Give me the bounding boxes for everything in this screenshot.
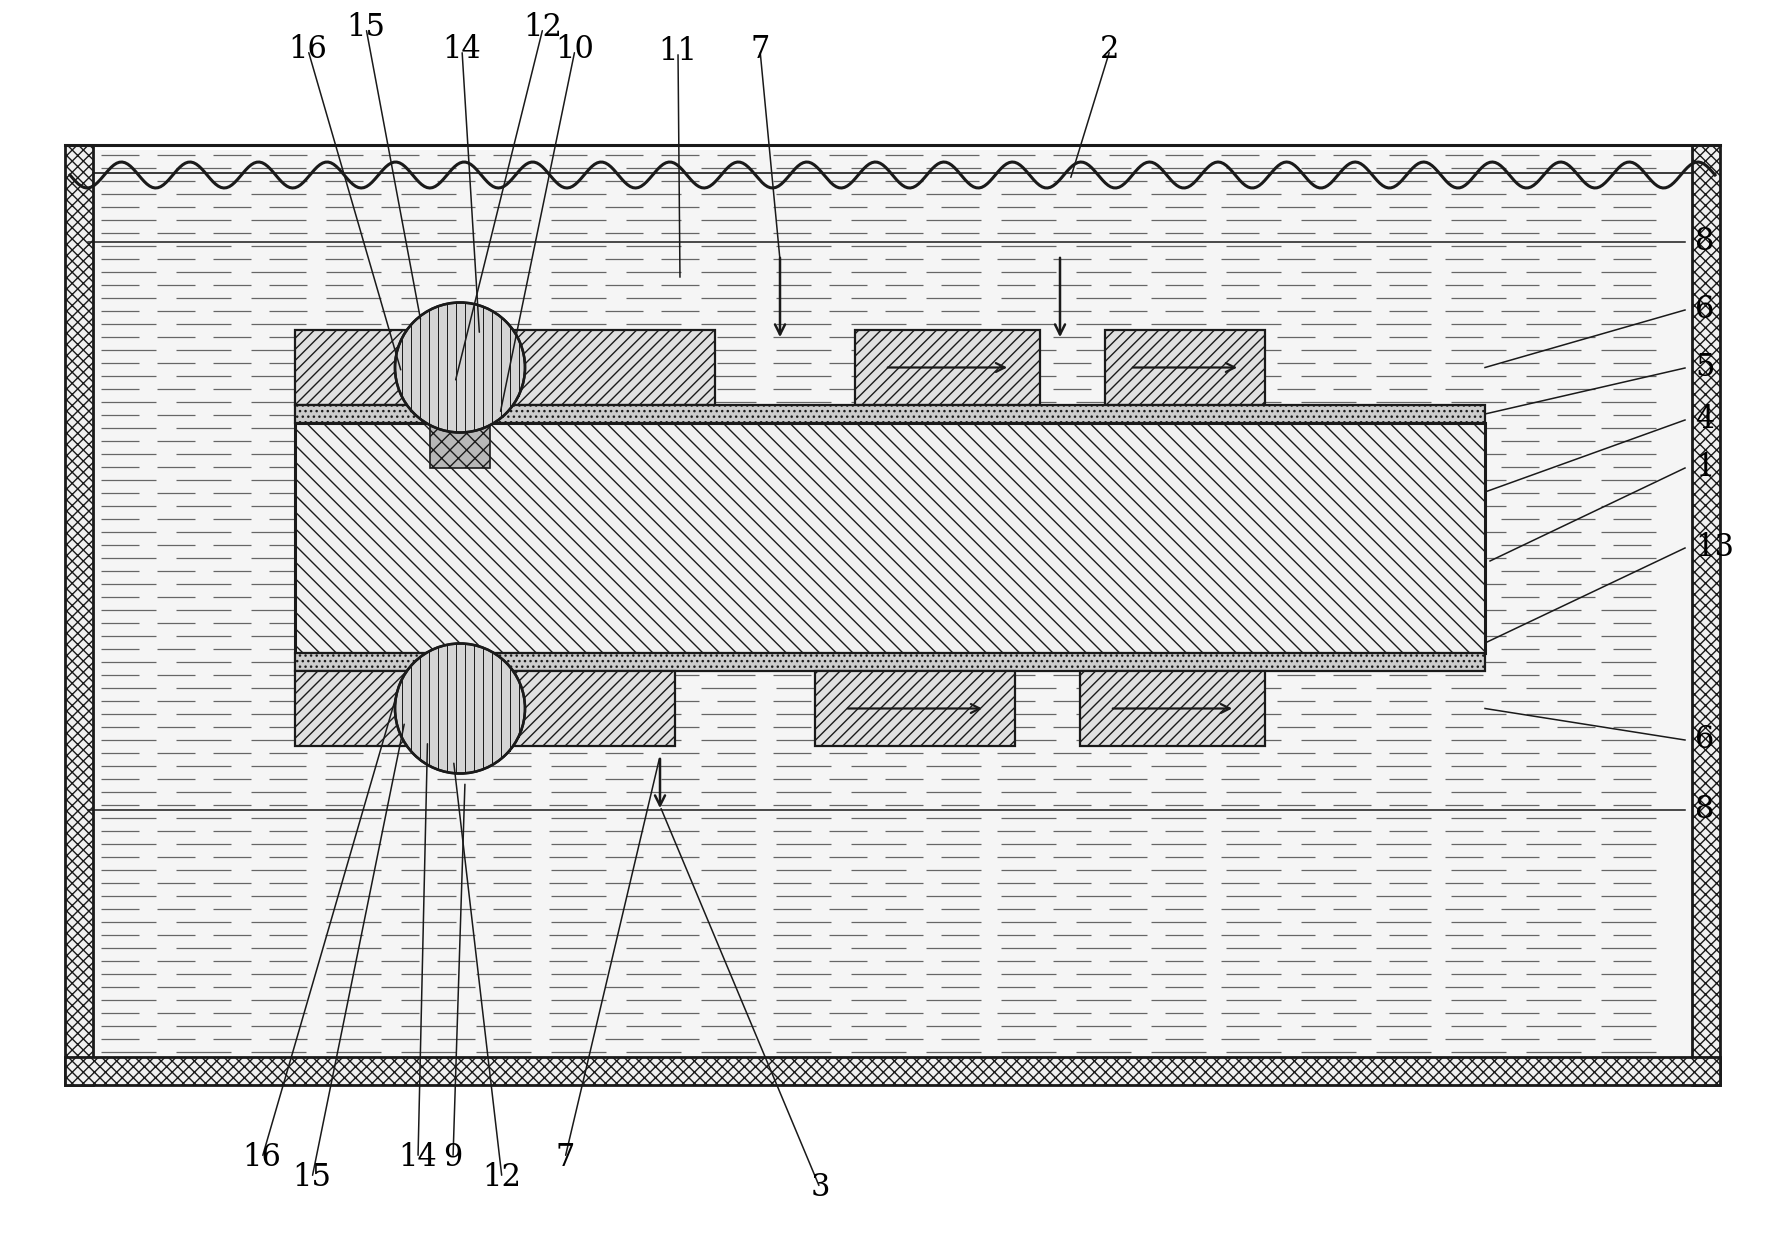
Text: 12: 12 xyxy=(482,1163,522,1194)
Text: 6: 6 xyxy=(1695,295,1715,326)
Text: 3: 3 xyxy=(811,1173,830,1203)
Bar xyxy=(430,423,489,467)
Text: 15: 15 xyxy=(293,1163,332,1194)
Text: 16: 16 xyxy=(243,1143,282,1174)
Text: 10: 10 xyxy=(555,35,595,65)
Text: 1: 1 xyxy=(1695,453,1715,483)
Bar xyxy=(295,423,1484,653)
Text: 6: 6 xyxy=(1695,725,1715,756)
Text: 13: 13 xyxy=(1695,533,1734,563)
Text: 15: 15 xyxy=(346,12,386,43)
Bar xyxy=(295,653,1484,671)
Circle shape xyxy=(395,302,525,433)
Bar xyxy=(295,404,1484,423)
Text: 11: 11 xyxy=(659,37,698,68)
Text: 4: 4 xyxy=(1695,404,1715,435)
Text: 8: 8 xyxy=(1695,794,1715,826)
Bar xyxy=(1081,671,1264,746)
Text: 16: 16 xyxy=(289,35,327,65)
Text: 5: 5 xyxy=(1695,353,1715,383)
Text: 8: 8 xyxy=(1695,227,1715,258)
Bar xyxy=(295,671,675,746)
Bar xyxy=(430,663,489,709)
Bar xyxy=(1691,145,1720,1085)
Bar xyxy=(64,145,93,1085)
Text: 7: 7 xyxy=(750,35,770,65)
Text: 7: 7 xyxy=(555,1143,575,1174)
Bar xyxy=(295,330,714,404)
Bar xyxy=(1106,330,1264,404)
Text: 14: 14 xyxy=(443,35,482,65)
Circle shape xyxy=(395,644,525,773)
Text: 14: 14 xyxy=(398,1143,438,1174)
Text: 9: 9 xyxy=(443,1143,463,1174)
Text: 12: 12 xyxy=(523,12,563,43)
Bar xyxy=(64,1057,1720,1085)
Text: 2: 2 xyxy=(1100,35,1120,65)
Bar xyxy=(814,671,1014,746)
Bar xyxy=(855,330,1039,404)
Bar xyxy=(93,150,1691,1057)
